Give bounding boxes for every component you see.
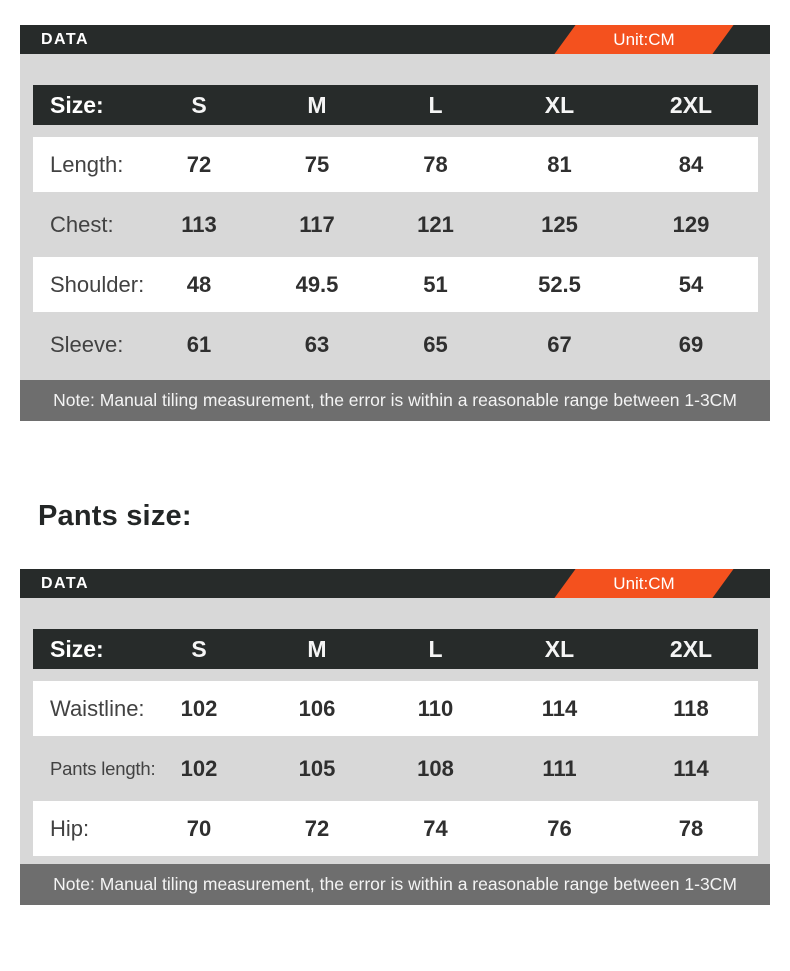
unit-tag: Unit:CM	[554, 569, 734, 598]
value-cell: 69	[678, 331, 704, 357]
value-cell: 51	[423, 271, 448, 297]
value-cell: 125	[541, 211, 578, 237]
size-col-m: M	[307, 91, 327, 118]
value-cell: 75	[304, 151, 330, 177]
row-label: Pants length:	[50, 757, 156, 779]
data-header-bar: DATA Unit:CM	[20, 569, 770, 598]
value-cell: 117	[299, 211, 335, 237]
value-cell: 114	[541, 695, 578, 721]
value-cell: 61	[186, 331, 212, 357]
measurement-rows: Length: 72 75 78 81 84 Chest: 113 117 12…	[20, 137, 770, 380]
row-label: Shoulder:	[50, 271, 145, 297]
value-cell: 48	[186, 271, 212, 297]
row-label: Sleeve:	[50, 331, 124, 357]
value-cell: 52.5	[538, 271, 581, 297]
value-cell: 106	[298, 695, 336, 721]
size-col-xl: XL	[544, 91, 575, 118]
note-text: Note: Manual tiling measurement, the err…	[53, 390, 737, 410]
value-cell: 118	[673, 695, 709, 721]
size-label: Size:	[50, 91, 104, 118]
shirt-size-table: DATA Unit:CM Size: S M L XL 2XL Length: …	[20, 25, 770, 421]
value-cell: 105	[298, 755, 336, 781]
row-label: Hip:	[50, 815, 90, 841]
value-cell: 129	[672, 211, 710, 237]
row-label: Chest:	[50, 211, 114, 237]
size-col-m: M	[307, 635, 327, 662]
unit-label: Unit:CM	[613, 573, 675, 593]
value-cell: 108	[417, 755, 454, 781]
pants-size-table: DATA Unit:CM Size: S M L XL 2XL Waistlin…	[20, 569, 770, 905]
note-bar: Note: Manual tiling measurement, the err…	[20, 380, 770, 421]
size-header-row: Size: S M L XL 2XL	[33, 629, 758, 669]
value-cell: 102	[180, 755, 218, 781]
value-cell: 76	[547, 815, 572, 841]
value-cell: 74	[423, 815, 448, 841]
value-cell: 81	[547, 151, 572, 177]
size-col-l: L	[428, 91, 443, 118]
value-cell: 78	[423, 151, 448, 177]
value-cell: 65	[423, 331, 448, 357]
size-col-2xl: 2XL	[669, 635, 713, 662]
size-col-s: S	[191, 635, 207, 662]
row-label: Waistline:	[50, 695, 145, 721]
size-col-2xl: 2XL	[669, 91, 713, 118]
value-cell: 70	[186, 815, 212, 841]
value-cell: 121	[417, 211, 454, 237]
value-cell: 114	[673, 755, 709, 781]
value-cell: 110	[417, 695, 454, 721]
size-col-xl: XL	[544, 635, 575, 662]
table-row-length: Length: 72 75 78 81 84	[33, 137, 758, 192]
value-cell: 49.5	[295, 271, 339, 297]
data-title: DATA	[41, 574, 90, 592]
value-cell: 54	[678, 271, 704, 297]
table-row-waistline: Waistline: 102 106 110 114 118	[33, 681, 758, 736]
value-cell: 67	[547, 331, 572, 357]
table-row-chest: Chest: 113 117 121 125 129	[33, 197, 758, 252]
measurement-rows: Waistline: 102 106 110 114 118 Pants len…	[20, 681, 770, 864]
table-row-pants-length: Pants length: 102 105 108 111 114	[33, 741, 758, 796]
note-bar: Note: Manual tiling measurement, the err…	[20, 864, 770, 905]
table-body: Size: S M L XL 2XL Waistline: 102 106 11…	[20, 598, 770, 905]
pants-size-heading: Pants size:	[38, 500, 192, 532]
size-label: Size:	[50, 635, 104, 662]
table-row-sleeve: Sleeve: 61 63 65 67 69	[33, 317, 758, 372]
value-cell: 72	[304, 815, 330, 841]
value-cell: 113	[181, 211, 217, 237]
value-cell: 72	[186, 151, 212, 177]
data-header-bar: DATA Unit:CM	[20, 25, 770, 54]
value-cell: 63	[304, 331, 330, 357]
table-body: Size: S M L XL 2XL Length: 72 75 78 81 8…	[20, 54, 770, 421]
note-text: Note: Manual tiling measurement, the err…	[53, 874, 737, 894]
value-cell: 78	[678, 815, 704, 841]
value-cell: 84	[678, 151, 704, 177]
unit-tag: Unit:CM	[554, 25, 734, 54]
row-label: Length:	[50, 151, 124, 177]
size-col-s: S	[191, 91, 207, 118]
data-title: DATA	[41, 30, 90, 48]
table-row-shoulder: Shoulder: 48 49.5 51 52.5 54	[33, 257, 758, 312]
value-cell: 102	[180, 695, 218, 721]
table-row-hip: Hip: 70 72 74 76 78	[33, 801, 758, 856]
unit-label: Unit:CM	[613, 29, 675, 49]
size-col-l: L	[428, 635, 443, 662]
value-cell: 111	[542, 755, 577, 781]
size-header-row: Size: S M L XL 2XL	[33, 85, 758, 125]
